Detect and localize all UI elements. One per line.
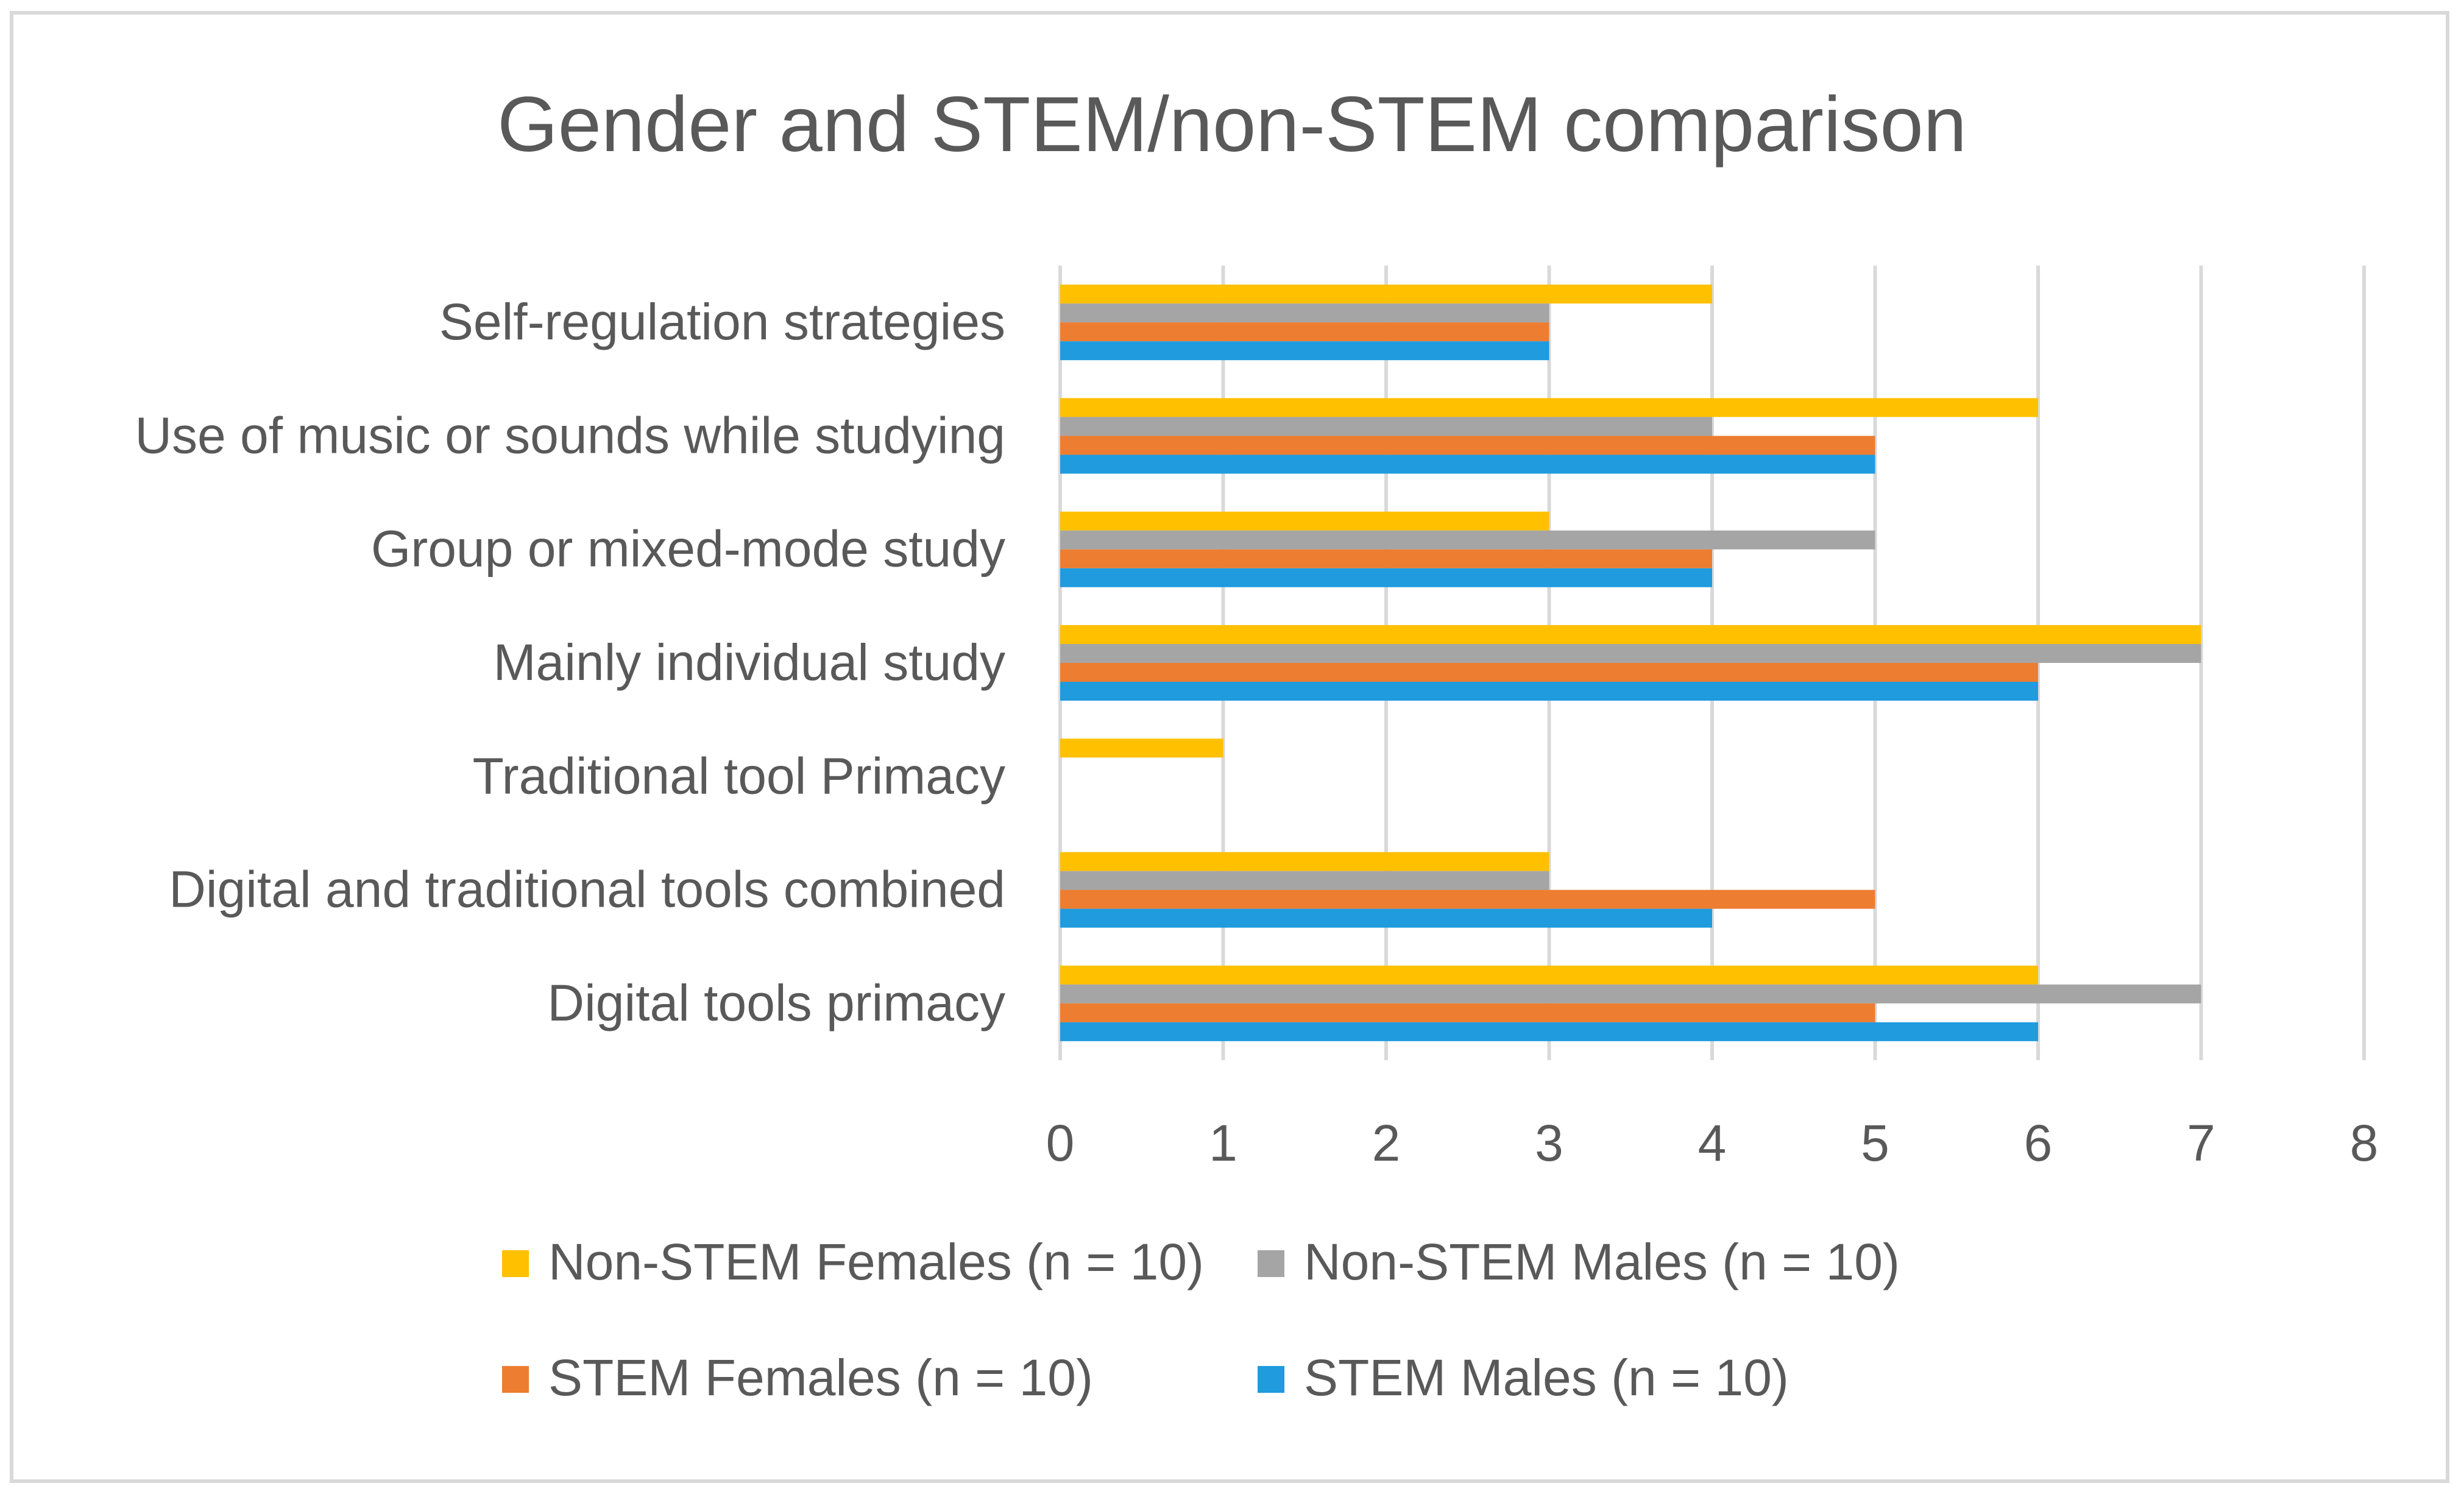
bar-4-2 [1060,455,1875,474]
bar-1-6 [1060,852,1549,871]
x-tick-0: 0 [1046,1114,1075,1172]
legend-label-1: Non-STEM Females (n = 10) [548,1233,1204,1290]
bar-3-2 [1060,436,1875,455]
x-tick-3: 3 [1535,1114,1563,1172]
legend-label-2: Non-STEM Males (n = 10) [1304,1233,1900,1290]
x-tick-7: 7 [2187,1114,2215,1172]
bar-3-4 [1060,663,2038,682]
bar-4-7 [1060,1022,2038,1041]
bar-2-2 [1060,417,1712,436]
category-label-2: Use of music or sounds while studying [135,406,1005,464]
legend-swatch-2 [1258,1250,1284,1277]
bar-4-6 [1060,908,1712,928]
category-label-5: Traditional tool Primacy [472,747,1005,804]
bar-2-1 [1060,303,1549,323]
bar-3-1 [1060,322,1549,342]
x-tick-4: 4 [1698,1114,1727,1172]
bar-4-3 [1060,568,1712,587]
bar-2-7 [1060,984,2201,1003]
bar-4-1 [1060,341,1549,361]
x-tick-8: 8 [2350,1114,2379,1172]
legend-swatch-1 [502,1250,529,1277]
x-tick-labels: 0 1 2 3 4 5 6 7 8 [1046,1114,2379,1172]
legend-label-3: STEM Females (n = 10) [548,1349,1093,1406]
x-tick-1: 1 [1209,1114,1237,1172]
bar-1-4 [1060,625,2201,644]
bar-1-2 [1060,398,2038,417]
category-label-1: Self-regulation strategies [439,293,1005,350]
bar-4-4 [1060,682,2038,701]
legend: Non-STEM Females (n = 10) Non-STEM Males … [502,1233,1900,1406]
bar-3-6 [1060,890,1875,909]
category-label-4: Mainly individual study [494,634,1005,691]
x-tick-2: 2 [1372,1114,1401,1172]
category-label-7: Digital tools primacy [547,974,1005,1032]
bar-2-4 [1060,644,2201,663]
bar-1-3 [1060,511,1549,531]
bar-1-7 [1060,965,2038,985]
legend-swatch-4 [1258,1366,1284,1393]
x-tick-6: 6 [2024,1114,2053,1172]
bar-1-5 [1060,738,1223,758]
bar-2-3 [1060,530,1875,550]
category-label-6: Digital and traditional tools combined [169,861,1005,918]
bar-1-1 [1060,285,1712,304]
bar-2-6 [1060,871,1549,890]
category-labels: Self-regulation strategies Use of music o… [135,293,1005,1032]
legend-swatch-3 [502,1366,529,1393]
chart-frame [10,11,2449,1483]
bar-3-7 [1060,1003,1875,1022]
x-tick-5: 5 [1861,1114,1889,1172]
bar-3-3 [1060,549,1712,568]
chart-title: Gender and STEM/non-STEM comparison [497,81,1967,168]
legend-label-4: STEM Males (n = 10) [1304,1349,1789,1406]
bars [1060,285,2201,1041]
category-label-3: Group or mixed-mode study [371,520,1005,578]
